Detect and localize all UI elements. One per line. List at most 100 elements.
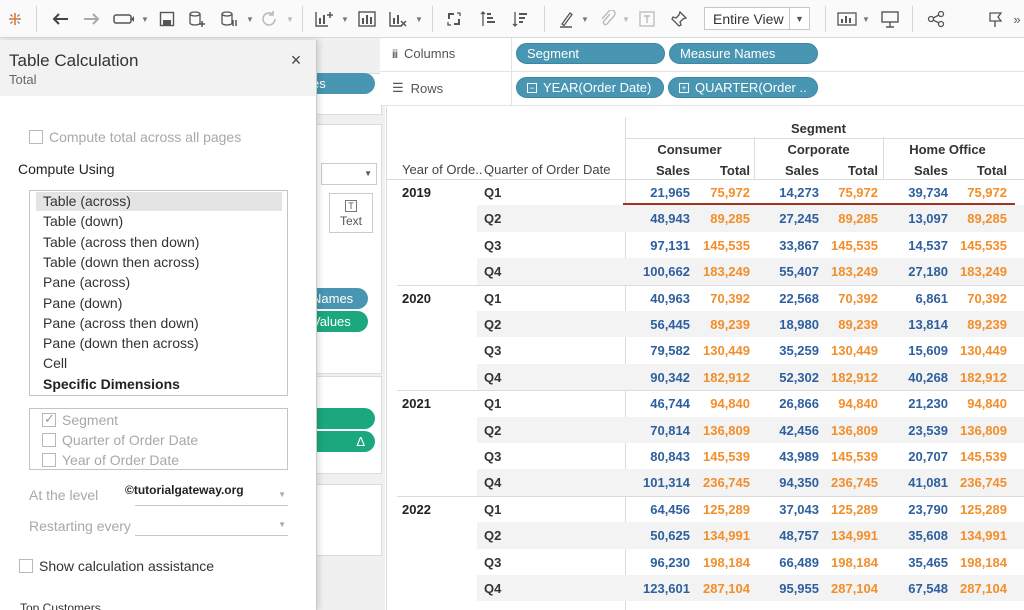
total-cell[interactable]: 236,745 xyxy=(831,475,878,491)
compute-using-option[interactable]: Table (across then down) xyxy=(43,233,200,250)
compute-using-option[interactable]: Pane (down then across) xyxy=(43,335,199,352)
sales-header[interactable]: Sales xyxy=(914,163,948,178)
sales-cell[interactable]: 35,259 xyxy=(779,343,819,359)
total-cell[interactable]: 130,449 xyxy=(960,343,1007,359)
measure-values-pill[interactable]: Values xyxy=(300,311,368,332)
sales-cell[interactable]: 80,843 xyxy=(650,449,690,464)
sales-cell[interactable]: 39,734 xyxy=(908,185,948,200)
compute-using-list[interactable]: Table (across) Table (down) Table (across … xyxy=(29,190,288,396)
group-icon[interactable] xyxy=(596,7,618,31)
sales-cell[interactable]: 15,609 xyxy=(908,343,948,359)
total-cell[interactable]: 134,991 xyxy=(831,528,878,544)
sales-cell[interactable]: 20,707 xyxy=(908,449,948,464)
quarter-label[interactable]: Q2 xyxy=(484,211,502,227)
sales-cell[interactable]: 23,539 xyxy=(908,422,948,438)
total-cell[interactable]: 287,104 xyxy=(960,581,1007,596)
quarter-label[interactable]: Q3 xyxy=(484,554,502,570)
sales-cell[interactable]: 55,407 xyxy=(779,264,819,280)
total-cell[interactable]: 182,912 xyxy=(703,369,750,385)
sales-cell[interactable]: 67,548 xyxy=(908,581,948,596)
total-cell[interactable]: 145,535 xyxy=(831,237,878,253)
at-level-dropdown[interactable]: ▼ xyxy=(135,486,288,506)
total-cell[interactable]: 145,539 xyxy=(703,449,750,464)
sales-cell[interactable]: 23,790 xyxy=(908,501,948,517)
sales-cell[interactable]: 52,302 xyxy=(779,369,819,385)
compute-using-option[interactable]: Cell xyxy=(43,355,68,372)
measure-names-pill[interactable]: Measure Names xyxy=(669,43,818,64)
sort-descending-icon[interactable] xyxy=(508,7,532,31)
swap-icon[interactable] xyxy=(442,7,466,31)
total-cell[interactable]: 145,539 xyxy=(831,449,878,464)
segment-name-header[interactable]: Home Office xyxy=(909,142,986,157)
year-label[interactable]: 2021 xyxy=(402,396,431,412)
total-cell[interactable]: 94,840 xyxy=(967,396,1007,412)
quarter-label[interactable]: Q3 xyxy=(484,237,502,253)
sales-cell[interactable]: 40,963 xyxy=(650,290,690,306)
year-order-date-pill[interactable]: − YEAR(Order Date) xyxy=(516,77,664,98)
sales-cell[interactable]: 21,965 xyxy=(650,185,690,200)
measure-names-pill[interactable]: Names xyxy=(300,288,368,309)
total-cell[interactable]: 94,840 xyxy=(838,396,878,412)
total-cell[interactable]: 183,249 xyxy=(960,264,1007,280)
quarter-label[interactable]: Q2 xyxy=(484,528,502,544)
sales-cell[interactable]: 22,568 xyxy=(779,290,819,306)
columns-shelf[interactable]: iii Columns Segment Measure Names xyxy=(380,38,1024,72)
sales-cell[interactable]: 13,097 xyxy=(908,211,948,227)
total-cell[interactable]: 198,184 xyxy=(703,554,750,570)
sales-cell[interactable]: 56,445 xyxy=(650,317,690,332)
refresh-icon[interactable] xyxy=(258,7,280,31)
sales-cell[interactable]: 14,273 xyxy=(779,185,819,200)
compute-total-checkbox[interactable]: Compute total across all pages xyxy=(29,129,241,145)
dimension-checkbox[interactable]: Segment xyxy=(42,411,118,428)
rows-shelf[interactable]: ☰ Rows − YEAR(Order Date) + QUARTER(Order … xyxy=(380,72,1024,106)
total-cell[interactable]: 89,239 xyxy=(710,317,750,332)
compute-using-option[interactable]: Table (down then across) xyxy=(43,253,200,270)
quarter-label[interactable]: Q1 xyxy=(484,501,502,517)
show-me-icon[interactable] xyxy=(836,7,858,31)
total-cell[interactable]: 236,745 xyxy=(703,475,750,491)
sales-cell[interactable]: 46,744 xyxy=(650,396,690,412)
segment-pill[interactable]: Segment xyxy=(516,43,665,64)
total-cell[interactable]: 75,972 xyxy=(710,185,750,200)
total-cell[interactable]: 70,392 xyxy=(967,290,1007,306)
quarter-label[interactable]: Q4 xyxy=(484,369,502,385)
compute-using-option[interactable]: Table (across) xyxy=(36,192,282,211)
total-cell[interactable]: 236,745 xyxy=(960,475,1007,491)
pin-icon-2[interactable] xyxy=(984,7,1008,31)
segment-name-header[interactable]: Consumer xyxy=(657,142,722,157)
total-cell[interactable]: 198,184 xyxy=(960,554,1007,570)
total-header[interactable]: Total xyxy=(847,163,878,178)
year-label[interactable]: 2020 xyxy=(402,290,431,306)
redo-icon[interactable] xyxy=(80,7,104,31)
dimension-checkbox[interactable]: Quarter of Order Date xyxy=(42,432,198,448)
total-cell[interactable]: 89,285 xyxy=(967,211,1007,227)
sales-cell[interactable]: 95,955 xyxy=(779,581,819,596)
sales-cell[interactable]: 14,537 xyxy=(908,237,948,253)
show-calculation-assistance-checkbox[interactable]: Show calculation assistance xyxy=(19,558,214,574)
sales-cell[interactable]: 48,757 xyxy=(779,528,819,544)
sales-header[interactable]: Sales xyxy=(785,163,819,178)
quarter-label[interactable]: Q3 xyxy=(484,449,502,464)
total-cell[interactable]: 287,104 xyxy=(703,581,750,596)
compute-using-option[interactable]: Table (down) xyxy=(43,213,124,230)
share-icon[interactable] xyxy=(924,7,948,31)
clear-sheet-icon[interactable] xyxy=(386,7,410,31)
total-cell[interactable]: 136,809 xyxy=(960,422,1007,438)
sales-cell[interactable]: 40,268 xyxy=(908,369,948,385)
sales-cell[interactable]: 35,465 xyxy=(908,554,948,570)
sales-cell[interactable]: 18,980 xyxy=(779,317,819,332)
total-cell[interactable]: 145,535 xyxy=(960,237,1007,253)
sales-pill[interactable] xyxy=(300,408,375,429)
total-cell[interactable]: 183,249 xyxy=(831,264,878,280)
sales-cell[interactable]: 21,230 xyxy=(908,396,948,412)
restarting-every-dropdown[interactable]: ▼ xyxy=(135,516,288,536)
compute-using-option[interactable]: Pane (down) xyxy=(43,294,123,311)
sales-cell[interactable]: 13,814 xyxy=(908,317,948,332)
quarter-label[interactable]: Q1 xyxy=(484,396,502,412)
sales-cell[interactable]: 70,814 xyxy=(650,422,690,438)
sales-cell[interactable]: 37,043 xyxy=(779,501,819,517)
close-icon[interactable]: × xyxy=(290,50,302,70)
quarter-label[interactable]: Q2 xyxy=(484,317,502,332)
quarter-label[interactable]: Q1 xyxy=(484,185,502,200)
sales-cell[interactable]: 97,131 xyxy=(650,237,690,253)
